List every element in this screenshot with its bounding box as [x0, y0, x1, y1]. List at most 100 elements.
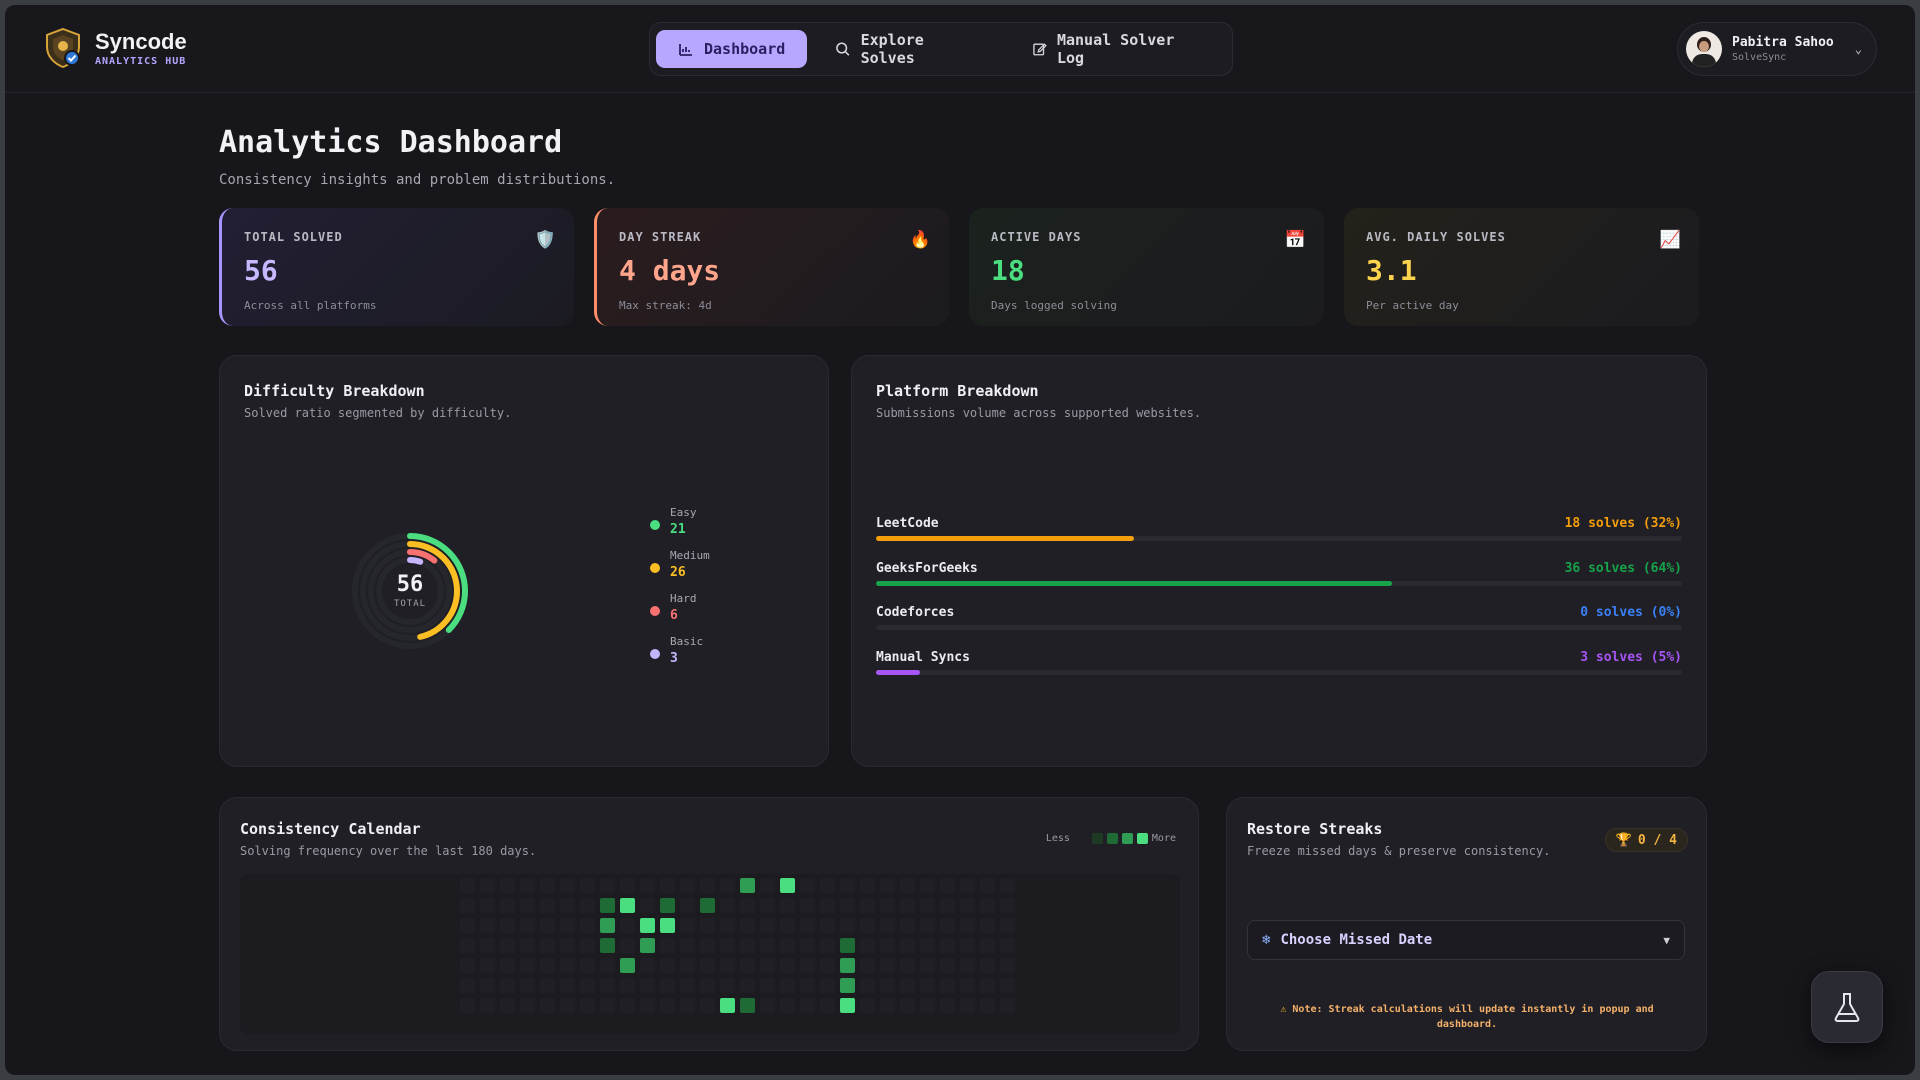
chart-edit-icon — [679, 44, 692, 56]
legend-swatch — [1121, 833, 1133, 844]
calendar-day — [860, 938, 875, 953]
donut-total: 56 TOTAL — [350, 572, 470, 610]
calendar-day — [800, 878, 815, 893]
calendar-day — [880, 998, 895, 1013]
calendar-day — [540, 998, 555, 1013]
calendar-day — [920, 978, 935, 993]
calendar-day — [960, 978, 975, 993]
calendar-day — [540, 878, 555, 893]
calendar-day — [900, 878, 915, 893]
trophy-icon: 🏆 — [1615, 832, 1632, 848]
calendar-day — [780, 938, 795, 953]
calendar-day-active — [660, 898, 675, 913]
stat-label: ACTIVE DAYS — [991, 230, 1082, 244]
legend-item-basic: Basic 3 — [650, 635, 710, 678]
calendar-day — [560, 978, 575, 993]
calendar-day — [500, 878, 515, 893]
stat-value: 3.1 — [1366, 254, 1417, 287]
calendar-day — [780, 978, 795, 993]
nav-manual-solver-log[interactable]: Manual Solver Log — [1010, 30, 1226, 68]
platform-count: 0 solves (0%) — [1580, 605, 1682, 620]
panel-subtitle: Solving frequency over the last 180 days… — [240, 844, 537, 858]
calendar-day — [580, 958, 595, 973]
calendar-day — [1000, 898, 1015, 913]
calendar-day — [640, 978, 655, 993]
calendar-day — [720, 978, 735, 993]
calendar-day — [820, 878, 835, 893]
panel-subtitle: Solved ratio segmented by difficulty. — [244, 406, 512, 420]
calendar-day — [820, 918, 835, 933]
stat-note: Across all platforms — [244, 299, 377, 312]
restore-streaks-panel: Restore Streaks Freeze missed days & pre… — [1226, 797, 1707, 1051]
user-menu[interactable]: Pabitra Sahoo SolveSync ⌄ — [1677, 22, 1877, 76]
calendar-day-active — [720, 998, 735, 1013]
calendar-day — [500, 998, 515, 1013]
calendar-day — [960, 878, 975, 893]
calendar-day — [700, 998, 715, 1013]
brand[interactable]: Syncode ANALYTICS HUB — [43, 27, 187, 69]
calendar-day — [860, 998, 875, 1013]
legend-value: 21 — [670, 522, 686, 537]
snowflake-icon: ❄ — [1262, 932, 1271, 948]
calendar-day — [880, 978, 895, 993]
missed-date-select[interactable]: ❄ Choose Missed Date ▼ — [1247, 920, 1685, 960]
calendar-day — [660, 938, 675, 953]
calendar-day-active — [600, 918, 615, 933]
calendar-day — [520, 958, 535, 973]
calendar-day — [720, 898, 735, 913]
calendar-day — [860, 918, 875, 933]
calendar-day — [640, 998, 655, 1013]
stat-card-total-solved: TOTAL SOLVED 56 Across all platforms 🛡️ — [219, 208, 574, 326]
platform-row-codeforces: Codeforces 0 solves (0%) — [876, 605, 1682, 630]
donut-total-value: 56 — [396, 572, 424, 597]
calendar-day — [460, 978, 475, 993]
nav-dashboard[interactable]: Dashboard — [656, 30, 808, 68]
calendar-day — [480, 958, 495, 973]
calendar-day — [860, 898, 875, 913]
calendar-day — [880, 898, 895, 913]
brand-subtitle: ANALYTICS HUB — [95, 55, 187, 67]
calendar-day — [660, 878, 675, 893]
calendar-day — [740, 898, 755, 913]
difficulty-legend: Easy 21 Medium 26 Hard 6 Basic 3 — [650, 506, 710, 678]
calendar-day — [940, 978, 955, 993]
calendar-day — [820, 998, 835, 1013]
panel-title: Platform Breakdown — [876, 382, 1039, 400]
nav-explore-solves[interactable]: Explore Solves — [813, 30, 1003, 68]
calendar-day — [560, 898, 575, 913]
chevron-down-icon: ⌄ — [1854, 42, 1862, 56]
calendar-day — [820, 978, 835, 993]
legend-swatch — [1106, 833, 1118, 844]
stat-label: DAY STREAK — [619, 230, 702, 244]
calendar-day — [680, 938, 695, 953]
calendar-day — [760, 998, 775, 1013]
calendar-day — [680, 898, 695, 913]
calendar-day — [480, 878, 495, 893]
trend-chart-icon: 📈 — [1659, 230, 1681, 250]
platform-bar-fill — [876, 536, 1134, 541]
restore-note: ⚠ Note: Streak calculations will update … — [1257, 1002, 1677, 1032]
freeze-count: 0 / 4 — [1637, 832, 1677, 848]
calendar-day — [560, 938, 575, 953]
legend-more: More — [1151, 833, 1176, 844]
calendar-day-active — [600, 898, 615, 913]
lab-flask-button[interactable] — [1811, 971, 1883, 1043]
platform-row-geeksforgeeks: GeeksForGeeks 36 solves (64%) — [876, 561, 1682, 586]
user-subtitle: SolveSync — [1732, 52, 1787, 63]
panel-subtitle: Freeze missed days & preserve consistenc… — [1247, 844, 1551, 858]
legend-name: Easy — [670, 506, 697, 519]
calendar-day-active — [780, 878, 795, 893]
stat-card-avg-daily: AVG. DAILY SOLVES 3.1 Per active day 📈 — [1344, 208, 1699, 326]
calendar-day — [460, 958, 475, 973]
calendar-day — [780, 898, 795, 913]
nav-manual-label: Manual Solver Log — [1056, 31, 1175, 67]
calendar-day-active — [840, 938, 855, 953]
calendar-day — [600, 958, 615, 973]
calendar-day — [860, 978, 875, 993]
calendar-day-active — [740, 998, 755, 1013]
stat-card-active-days: ACTIVE DAYS 18 Days logged solving 📅 — [969, 208, 1324, 326]
calendar-day — [740, 918, 755, 933]
calendar-day — [520, 938, 535, 953]
user-name: Pabitra Sahoo — [1732, 35, 1834, 50]
legend-value: 3 — [670, 651, 678, 666]
